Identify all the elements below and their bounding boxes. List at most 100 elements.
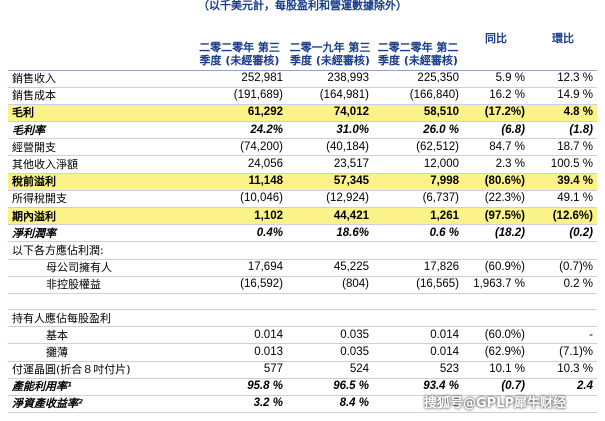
cell-q2-2020: (6,737) [373,190,463,209]
cell-q3-2019: (12,924) [287,190,373,209]
cell-yoy [463,395,529,414]
row-gross-profit: 毛利 61,292 74,012 58,510 (17.2%) 4.8 % [8,104,597,123]
row-eps-basic: 基本 0.014 0.035 0.014 (60.0%) - [8,326,597,345]
row-attributable-heading: 以下各方應佔利潤: [8,241,597,260]
row-label [8,293,192,310]
cell-qoq [529,395,597,414]
cell-q3-2020: 252,981 [192,70,287,88]
row-owners-of-parent: 母公司擁有人 17,694 45,225 17,826 (60.9%) (0.7… [8,259,597,277]
cell-qoq: 12.3 % [529,70,597,88]
cell-q2-2020: 12,000 [373,155,463,174]
table-caption: （以千美元計，每股盈利和營運數據除外） [198,0,407,12]
cell-q3-2020: 577 [192,361,287,379]
row-label: 經營開支 [8,138,192,157]
cell-q3-2020: 3.2 % [192,395,287,414]
cell-qoq: (0.2) [529,224,597,243]
row-eps-heading: 持有人應佔每股盈利 [8,309,597,328]
row-spacer [8,293,597,310]
cell-q3-2020: 61,292 [192,104,287,123]
row-roe: 淨資產收益率² 3.2 % 8.4 % 3 [8,395,597,414]
cell-yoy: 5.9 % [463,70,529,88]
cell-qoq: 4.8 % [529,104,597,123]
cell-yoy: (62.9%) [463,343,529,362]
cell-q3-2020 [192,293,287,310]
financial-table: 二零二零年 第三季度 (未經審核) 二零一九年 第三季度 (未經審核) 二零二零… [8,16,597,414]
cell-q2-2020: (16,565) [373,276,463,294]
cell-q3-2019: 8.4 % [287,395,373,414]
cell-q2-2020: 17,826 [373,259,463,277]
cell-q3-2019: 0.035 [287,326,373,345]
cell-qoq [529,309,597,328]
cell-q2-2020: 523 [373,361,463,379]
cell-q3-2019: 57,345 [287,173,373,191]
cell-q3-2020: 0.014 [192,326,287,345]
row-label: 淨資產收益率² [8,395,192,414]
cell-q3-2019: 96.5 % [287,378,373,396]
cell-qoq: 49.1 % [529,190,597,209]
cell-yoy: 10.1 % [463,361,529,379]
header-q3-2020: 二零二零年 第三季度 (未經審核) [192,16,287,71]
cell-qoq: (7.1)% [529,343,597,362]
row-utilization-rate: 產能利用率¹ 95.8 % 96.5 % 93.4 % (0.7) 2.4 [8,378,597,396]
header-q3-2019: 二零一九年 第三季度 (未經審核) [287,16,373,71]
row-label: 銷售收入 [8,70,192,88]
row-profit-before-tax: 稅前溢利 11,148 57,345 7,998 (80.6%) 39.4 % [8,173,597,191]
cell-q2-2020: 0.014 [373,343,463,362]
row-label: 以下各方應佔利潤: [8,241,192,260]
row-label: 淨利潤率 [8,224,192,243]
cell-q3-2020: 24,056 [192,155,287,174]
cell-qoq [529,293,597,310]
cell-yoy: (80.6%) [463,173,529,191]
cell-q3-2020 [192,309,287,328]
cell-qoq: 18.7 % [529,138,597,157]
row-label: 持有人應佔每股盈利 [8,309,192,328]
cell-yoy: (97.5%) [463,207,529,226]
cell-qoq: 100.5 % [529,155,597,174]
row-label: 其他收入淨額 [8,155,192,174]
row-label: 付運晶圓(折合８吋付片) [8,361,192,379]
cell-yoy: (18.2) [463,224,529,243]
cell-q2-2020: 93.4 % [373,378,463,396]
cell-yoy: (17.2%) [463,104,529,123]
watermark: 搜狐号@GPLP犀牛财经 [424,396,567,411]
row-label: 期內溢利 [8,207,192,226]
cell-q2-2020: 225,350 [373,70,463,88]
cell-q3-2020: 24.2% [192,121,287,140]
cell-q3-2019 [287,293,373,310]
row-label: 非控股權益 [8,276,192,294]
row-net-margin: 淨利潤率 0.4% 18.6% 0.6 % (18.2) (0.2) [8,224,597,243]
cell-qoq: 0.2 % [529,276,597,294]
cell-q3-2019: 0.035 [287,343,373,362]
cell-q2-2020 [373,241,463,260]
row-revenue: 銷售收入 252,981 238,993 225,350 5.9 % 12.3 … [8,70,597,88]
cell-q3-2019: 238,993 [287,70,373,88]
row-other-income: 其他收入淨額 24,056 23,517 12,000 2.3 % 100.5 … [8,155,597,174]
cell-q3-2019: 44,421 [287,207,373,226]
cell-q2-2020: 1,261 [373,207,463,226]
row-label: 毛利率 [8,121,192,140]
cell-qoq: (0.7)% [529,259,597,277]
cell-q3-2020: (10,046) [192,190,287,209]
cell-yoy: 16.2 % [463,87,529,105]
cell-qoq: 14.9 % [529,87,597,105]
cell-qoq [529,241,597,260]
cell-yoy: (6.8) [463,121,529,140]
cell-q3-2020 [192,241,287,260]
cell-q3-2019: (40,184) [287,138,373,157]
row-non-controlling-interests: 非控股權益 (16,592) (804) (16,565) 1,963.7 % … [8,276,597,294]
cell-q2-2020: 58,510 [373,104,463,123]
cell-q3-2020: (74,200) [192,138,287,157]
cell-q3-2020: (16,592) [192,276,287,294]
cell-q3-2020: 1,102 [192,207,287,226]
header-row: 二零二零年 第三季度 (未經審核) 二零一九年 第三季度 (未經審核) 二零二零… [8,16,597,71]
row-label: 所得稅開支 [8,190,192,209]
cell-yoy: (60.9%) [463,259,529,277]
row-cost-of-sales: 銷售成本 (191,689) (164,981) (166,840) 16.2 … [8,87,597,105]
cell-yoy: (0.7) [463,378,529,396]
cell-yoy [463,241,529,260]
cell-q2-2020: 26.0 % [373,121,463,140]
cell-q2-2020: 7,998 [373,173,463,191]
row-label: 毛利 [8,104,192,123]
cell-q2-2020: 0.014 [373,326,463,345]
cell-qoq: 2.4 [529,378,597,396]
